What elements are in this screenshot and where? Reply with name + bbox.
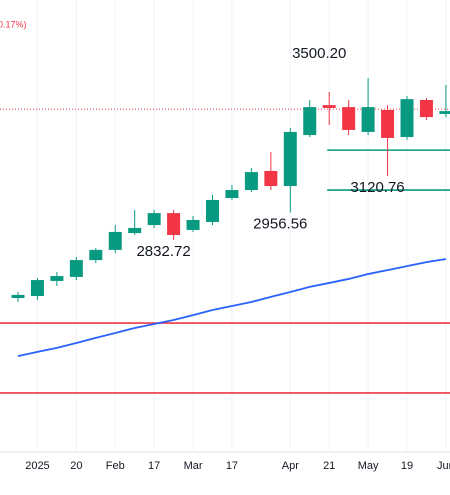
candle-body bbox=[206, 200, 219, 222]
candle-body bbox=[128, 227, 142, 234]
x-tick-label: 20 bbox=[70, 460, 82, 472]
price-annotation: 2832.72 bbox=[136, 243, 190, 260]
candle-body bbox=[244, 172, 258, 191]
candle-body bbox=[69, 260, 83, 277]
price-annotation: 3120.76 bbox=[350, 179, 404, 196]
candle-body bbox=[147, 213, 161, 226]
moving-average bbox=[17, 258, 447, 357]
x-tick-label: Apr bbox=[282, 460, 299, 472]
candle-body bbox=[30, 280, 44, 297]
price-annotation: 2956.56 bbox=[253, 215, 307, 232]
candle-body bbox=[419, 100, 433, 118]
candle-body bbox=[167, 213, 181, 236]
price-annotation: 3500.20 bbox=[292, 45, 346, 62]
candle-body bbox=[322, 105, 336, 108]
candle-body bbox=[381, 109, 395, 138]
candle-body bbox=[50, 276, 64, 281]
x-tick-label: Feb bbox=[106, 460, 125, 472]
candle-body bbox=[225, 190, 239, 199]
candle-body bbox=[108, 231, 122, 250]
candle-body bbox=[264, 170, 278, 187]
candle-body bbox=[89, 249, 103, 261]
candle-body bbox=[439, 111, 450, 114]
candle-body bbox=[342, 107, 356, 130]
candle-body bbox=[303, 107, 317, 136]
candle-body bbox=[11, 294, 25, 299]
candle-body bbox=[361, 107, 375, 132]
change-text: 0.17%) bbox=[0, 19, 27, 29]
candle-body bbox=[186, 219, 200, 230]
x-tick-label: 19 bbox=[401, 460, 413, 472]
x-tick-label: 17 bbox=[226, 460, 238, 472]
x-tick-label: May bbox=[358, 460, 379, 472]
x-tick-label: 17 bbox=[148, 460, 160, 472]
x-tick-label: 21 bbox=[323, 460, 335, 472]
candle-body bbox=[400, 99, 414, 138]
candle-body bbox=[283, 131, 297, 187]
x-tick-label: 2025 bbox=[25, 460, 49, 472]
x-tick-label: Jun bbox=[437, 460, 450, 472]
x-tick-label: Mar bbox=[184, 460, 203, 472]
